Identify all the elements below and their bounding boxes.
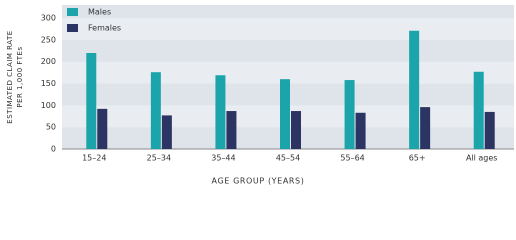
bar [150,72,161,149]
chart: AGE GROUP (YEARS) ESTIMATED CLAIM RATE P… [6,5,514,186]
y-tick-label: 50 [46,123,56,132]
y-tick-label: 100 [41,101,56,110]
x-tick-label: 25–34 [147,154,171,163]
x-axis-label: AGE GROUP (YEARS) [212,177,305,186]
y-axis-label: PER 1,000 FTEs [16,46,24,107]
y-axis-label: ESTIMATED CLAIM RATE [6,30,14,123]
legend-swatch [67,8,78,16]
x-tick-label: 65+ [409,154,426,163]
grid-band [62,5,514,19]
y-tick-label: 0 [51,145,56,154]
legend-swatch [67,24,78,32]
y-tick-label: 300 [41,14,56,23]
y-tick-label: 200 [41,57,56,66]
bar [409,30,420,150]
bar [215,75,226,149]
x-tick-label: 15–24 [82,154,106,163]
bar [420,107,431,149]
bar [473,71,484,149]
x-tick-label: 55–64 [340,154,364,163]
bar [484,111,495,149]
bar [97,108,108,149]
grid-band [62,18,514,40]
grid-band [62,61,514,84]
grid-band [62,39,514,62]
x-tick-label: 45–54 [276,154,300,163]
bar [280,79,290,149]
bar [161,115,172,149]
bar [344,80,355,149]
bar [226,111,237,149]
x-tick-label: 35–44 [211,154,235,163]
legend-label: Males [88,8,111,17]
y-tick-label: 150 [41,79,56,88]
x-tick-label: All ages [466,154,498,163]
bar [291,111,301,149]
bar [86,53,97,149]
legend-label: Females [88,24,121,33]
bar [355,112,366,149]
y-tick-label: 250 [41,35,56,44]
